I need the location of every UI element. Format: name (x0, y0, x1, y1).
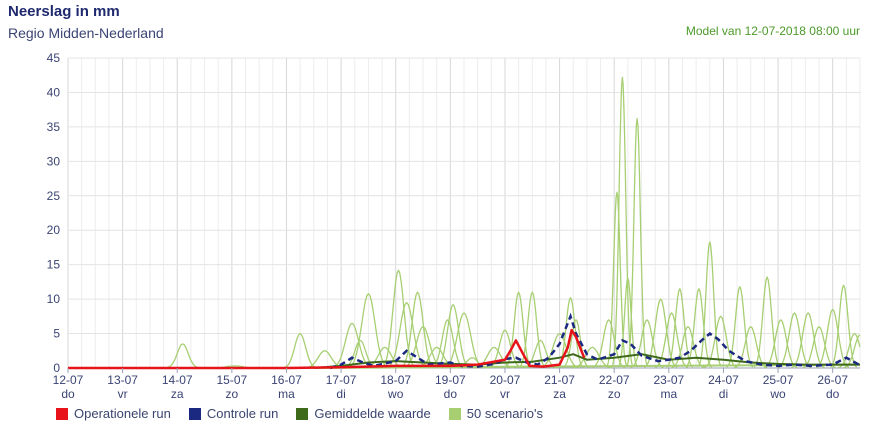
y-tick-label: 25 (47, 189, 61, 203)
x-tick-day: do (61, 387, 75, 401)
x-tick-date: 18-07 (380, 373, 411, 387)
x-tick-date: 17-07 (326, 373, 357, 387)
x-tick-date: 20-07 (490, 373, 521, 387)
x-tick-day: za (171, 387, 184, 401)
scenario-line (518, 291, 546, 368)
legend-label: 50 scenario's (466, 406, 543, 421)
legend-item-operational[interactable]: Operationele run (56, 406, 171, 421)
legend-item-mean[interactable]: Gemiddelde waarde (296, 406, 431, 421)
legend: Operationele run Controle run Gemiddelde… (56, 406, 543, 421)
legend-swatch (56, 407, 68, 420)
scenario-line (626, 117, 648, 366)
x-tick-date: 26-07 (817, 373, 848, 387)
chart-subtitle: Regio Midden-Nederland (8, 25, 164, 41)
scenario-line (753, 276, 781, 368)
x-tick-day: ma (660, 387, 677, 401)
legend-swatch (296, 407, 309, 420)
x-tick-day: di (719, 387, 728, 401)
control-run-line (329, 312, 861, 370)
y-tick-label: 0 (53, 361, 60, 375)
y-tick-label: 20 (47, 223, 61, 237)
scenario-line (791, 312, 825, 368)
x-tick-day: di (336, 387, 345, 401)
x-tick-day: do (826, 387, 840, 401)
x-tick-date: 13-07 (107, 373, 138, 387)
x-tick-day: vr (500, 387, 510, 401)
scenario-line (671, 326, 705, 369)
legend-label: Controle run (206, 406, 279, 421)
x-tick-day: zo (226, 387, 239, 401)
scenario-line (843, 334, 861, 369)
x-tick-date: 14-07 (162, 373, 193, 387)
scenario-line (436, 303, 470, 368)
y-tick-label: 45 (47, 51, 61, 65)
scenario-line (539, 332, 580, 369)
x-tick-date: 15-07 (217, 373, 248, 387)
scenario-line (697, 241, 722, 367)
x-tick-day: za (553, 387, 566, 401)
y-tick-label: 35 (47, 120, 61, 134)
mean-line (313, 353, 860, 369)
scenario-line (562, 319, 590, 369)
x-tick-day: vr (118, 387, 128, 401)
scenario-line (348, 292, 389, 368)
scenario-line (802, 326, 836, 369)
legend-swatch (188, 407, 201, 420)
scenario-line (381, 269, 416, 368)
x-tick-day: wo (769, 387, 786, 401)
legend-item-control[interactable]: Controle run (188, 406, 279, 421)
scenario-line (777, 312, 812, 368)
scenario-line (764, 319, 798, 369)
operational-run-line (68, 328, 586, 370)
x-tick-date: 25-07 (763, 373, 794, 387)
scenario-line (611, 76, 633, 365)
legend-item-scenarios[interactable]: 50 scenario's (448, 406, 543, 421)
x-tick-date: 19-07 (435, 373, 466, 387)
x-tick-day: zo (608, 387, 621, 401)
y-tick-label: 15 (47, 258, 61, 272)
x-tick-date: 24-07 (708, 373, 739, 387)
x-tick-date: 16-07 (271, 373, 302, 387)
x-tick-day: do (444, 387, 458, 401)
chart-title: Neerslag in mm (8, 3, 120, 20)
legend-label: Gemiddelde waarde (314, 406, 431, 421)
y-tick-label: 10 (47, 292, 61, 306)
scenario-line (726, 286, 754, 368)
legend-label: Operationele run (74, 406, 171, 421)
scenario-line (430, 319, 465, 369)
model-timestamp: Model van 12-07-2018 08:00 uur (685, 24, 860, 38)
y-tick-label: 30 (47, 154, 61, 168)
x-tick-day: ma (278, 387, 295, 401)
x-tick-date: 12-07 (53, 373, 84, 387)
scenario-line (166, 343, 200, 369)
legend-swatch (448, 407, 461, 420)
x-tick-date: 21-07 (544, 373, 575, 387)
y-tick-label: 40 (47, 85, 61, 99)
y-axis: 0 5 10 15 20 25 30 35 40 45 (47, 51, 61, 375)
scenario-line (332, 322, 372, 369)
scenario-line (816, 308, 850, 368)
chart-grid (67, 57, 861, 369)
x-tick-day: wo (387, 387, 404, 401)
x-tick-date: 23-07 (653, 373, 684, 387)
scenario-line (283, 332, 317, 369)
run-lines (68, 312, 861, 370)
scenario-line (606, 191, 628, 367)
x-tick-date: 22-07 (599, 373, 630, 387)
y-tick-label: 5 (53, 327, 60, 341)
x-axis: 12-07do13-07vr14-07za15-07zo16-07ma17-07… (53, 368, 848, 401)
scenario-lines (166, 76, 861, 369)
